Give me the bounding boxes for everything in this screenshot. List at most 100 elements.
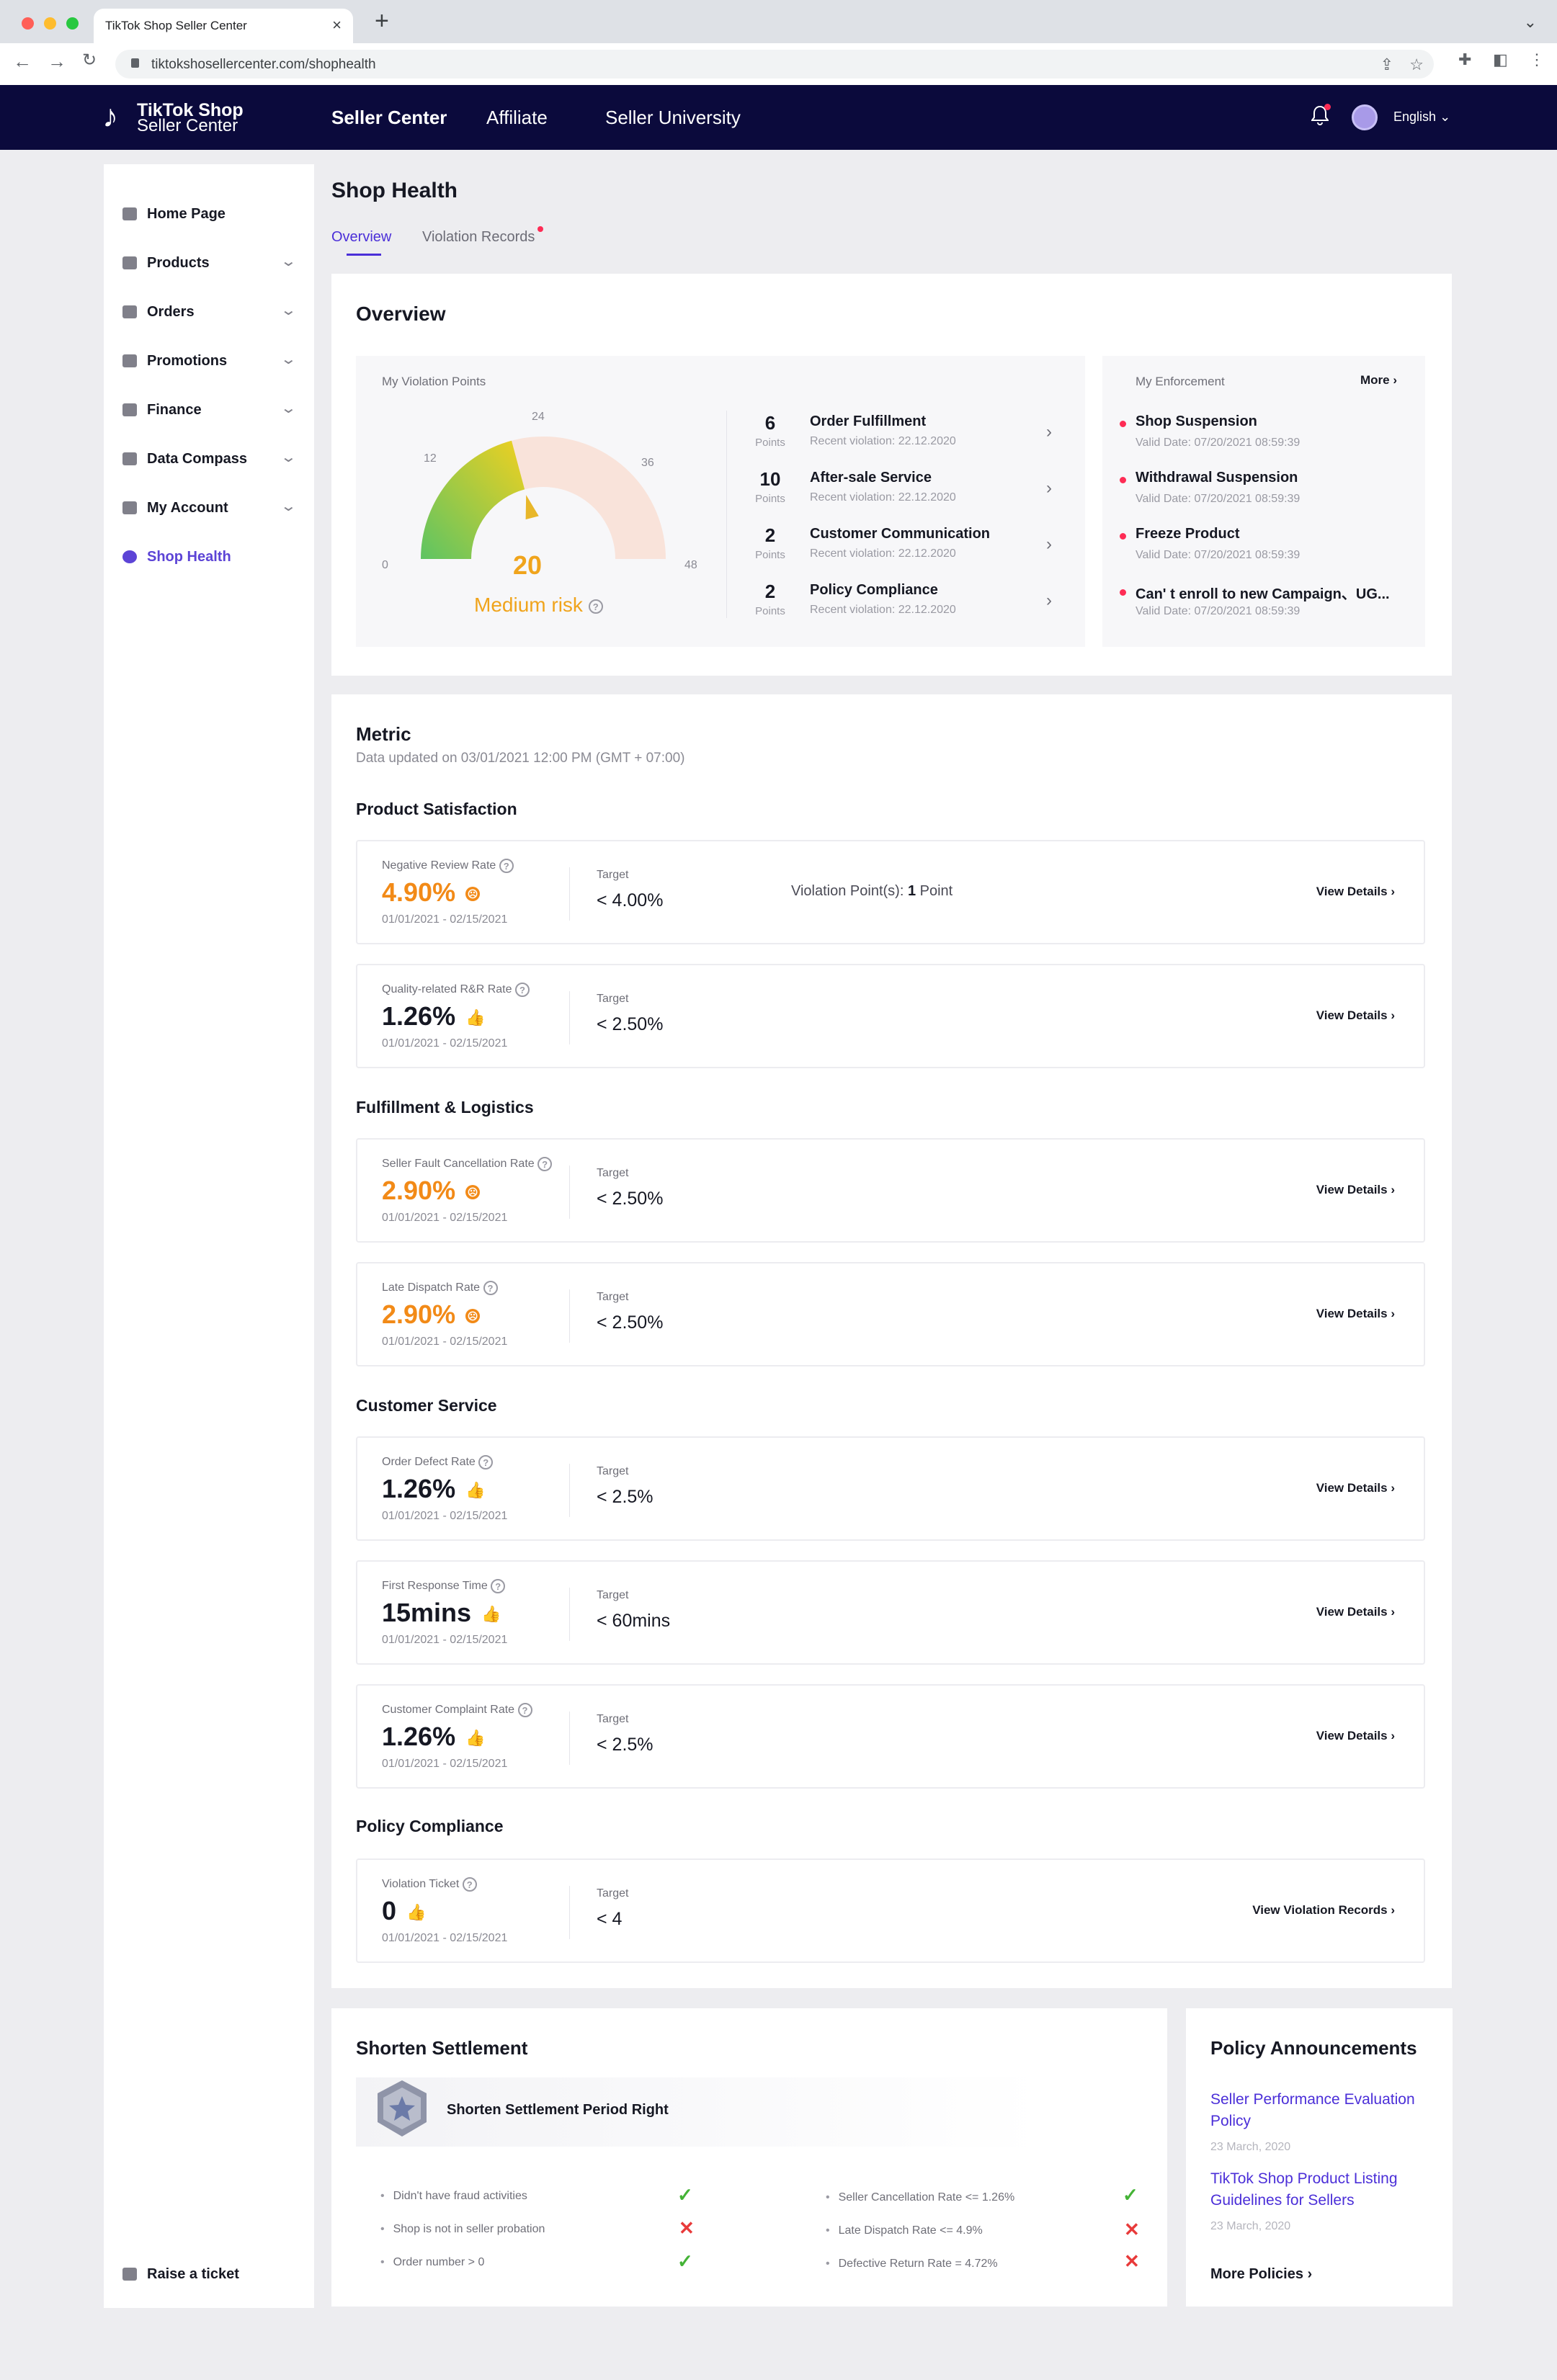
help-icon[interactable]: ? <box>517 1703 532 1717</box>
help-icon[interactable]: ? <box>462 1877 477 1892</box>
minimize-window-button[interactable] <box>44 17 56 30</box>
sidebar-item-orders[interactable]: Orders ⌄ <box>104 297 314 326</box>
view-details-link[interactable]: View Details › <box>1316 1729 1395 1743</box>
help-icon[interactable]: ? <box>588 599 603 614</box>
more-link[interactable]: More › <box>1360 373 1397 388</box>
nav-seller-university[interactable]: Seller University <box>605 107 741 128</box>
requirement-item: Late Dispatch Rate <= 4.9% <box>826 2224 983 2237</box>
new-tab-icon[interactable]: + <box>375 7 389 35</box>
view-details-link[interactable]: View Details › <box>1316 1307 1395 1321</box>
view-violation-records-link[interactable]: View Violation Records › <box>1252 1903 1395 1918</box>
settlement-title: Shorten Settlement <box>356 2037 528 2059</box>
enforcement-date: Valid Date: 07/20/2021 08:59:39 <box>1136 493 1301 505</box>
more-policies-link[interactable]: More Policies › <box>1210 2266 1312 2283</box>
help-icon[interactable]: ? <box>478 1455 494 1469</box>
violation-points: 6 <box>764 412 776 434</box>
announcement-link[interactable]: Seller Performance Evaluation Policy <box>1210 2091 1415 2129</box>
view-details-link[interactable]: View Details › <box>1316 1183 1395 1197</box>
browser-menu-icon[interactable]: ⋮ <box>1529 50 1545 68</box>
sidebar-item-products[interactable]: Products ⌄ <box>104 248 314 277</box>
sidebar-item-my-account[interactable]: My Account ⌄ <box>104 493 314 522</box>
browser-tab[interactable]: TikTok Shop Seller Center × <box>94 9 353 43</box>
tab-violation-records[interactable]: Violation Records <box>422 229 535 245</box>
enforcement-item: Shop Suspension Valid Date: 07/20/2021 0… <box>1118 412 1414 462</box>
card-icon <box>122 403 137 416</box>
target-label: Target <box>597 993 629 1005</box>
violation-points-note: Violation Point(s): 1 Point <box>791 883 953 900</box>
help-icon[interactable]: ? <box>491 1579 506 1593</box>
metric-value-text: 15mins <box>382 1598 472 1627</box>
group-title: Customer Service <box>356 1396 497 1415</box>
notification-bell-icon[interactable] <box>1311 105 1329 125</box>
forward-icon[interactable]: → <box>48 50 66 72</box>
url-text[interactable]: tiktokshosellercenter.com/shophealth <box>151 57 376 72</box>
help-icon[interactable]: ? <box>483 1281 498 1295</box>
sidebar: Home Page Products ⌄ Orders ⌄ Promotions… <box>104 164 314 2308</box>
sidebar-item-finance[interactable]: Finance ⌄ <box>104 395 314 424</box>
sidebar-item-home[interactable]: Home Page <box>104 199 314 228</box>
violation-name: Policy Compliance <box>810 582 938 598</box>
bookmark-star-icon[interactable]: ☆ <box>1409 55 1424 73</box>
announcement-link[interactable]: TikTok Shop Product Listing Guidelines f… <box>1210 2170 1398 2209</box>
violation-row[interactable]: 6 Points Order Fulfillment Recent violat… <box>745 411 1069 461</box>
metric-date: 01/01/2021 - 02/15/2021 <box>382 1336 508 1348</box>
avatar[interactable] <box>1352 104 1378 130</box>
target-value: < 60mins <box>597 1611 671 1631</box>
help-icon[interactable]: ? <box>537 1157 553 1171</box>
view-details-link[interactable]: View Details › <box>1316 885 1395 899</box>
enforcement-name: Shop Suspension <box>1136 413 1257 429</box>
metric-value: 2.90% ☹ <box>382 1176 481 1206</box>
metric-value: 4.90% ☹ <box>382 877 481 908</box>
violation-row[interactable]: 10 Points After-sale Service Recent viol… <box>745 467 1069 517</box>
metric-row: Customer Complaint Rate ? 1.26% 👍 01/01/2… <box>356 1684 1425 1789</box>
points-label: Points <box>755 605 785 617</box>
reload-icon[interactable]: ↻ <box>82 50 97 70</box>
target-value: < 4.00% <box>597 890 664 911</box>
logo[interactable]: TikTok Shop Seller Center <box>137 102 244 135</box>
points-label: Points <box>755 549 785 561</box>
policy-announcements-card <box>1186 2008 1453 2307</box>
thumbs-up-icon: 👍 <box>481 1605 501 1624</box>
share-icon[interactable]: ⇪ <box>1380 55 1393 73</box>
violation-gauge <box>421 436 666 559</box>
more-policies-label: More Policies <box>1210 2266 1303 2282</box>
side-panel-icon[interactable]: ◧ <box>1493 50 1508 68</box>
sidebar-item-promotions[interactable]: Promotions ⌄ <box>104 346 314 375</box>
tab-overview[interactable]: Overview <box>331 229 392 245</box>
enforcement-date: Valid Date: 07/20/2021 08:59:39 <box>1136 605 1301 617</box>
help-icon[interactable]: ? <box>499 859 514 873</box>
metric-date: 01/01/2021 - 02/15/2021 <box>382 1758 508 1770</box>
nav-seller-center[interactable]: Seller Center <box>331 107 447 128</box>
target-value: < 2.50% <box>597 1014 664 1034</box>
view-details-link[interactable]: View Details › <box>1316 1008 1395 1023</box>
enforcement-date: Valid Date: 07/20/2021 08:59:39 <box>1136 549 1301 561</box>
back-icon[interactable]: ← <box>13 50 32 72</box>
sidebar-item-shop-health[interactable]: Shop Health <box>104 542 314 571</box>
close-window-button[interactable] <box>22 17 34 30</box>
tab-search-icon[interactable]: ⌄ <box>1523 13 1537 31</box>
sidebar-item-data-compass[interactable]: Data Compass ⌄ <box>104 444 314 473</box>
browser-tab-strip: TikTok Shop Seller Center × + ⌄ <box>0 0 1557 43</box>
metric-label: First Response Time ? <box>382 1579 506 1593</box>
more-label: More <box>1360 373 1390 387</box>
view-details-link[interactable]: View Details › <box>1316 1605 1395 1619</box>
maximize-window-button[interactable] <box>66 17 79 30</box>
enforcement-panel: My Enforcement More › Shop Suspension Va… <box>1102 356 1425 647</box>
view-details-link[interactable]: View Details › <box>1316 1481 1395 1495</box>
violation-row[interactable]: 2 Points Customer Communication Recent v… <box>745 523 1069 573</box>
violation-records-dot <box>537 226 543 232</box>
raise-ticket-button[interactable]: Raise a ticket <box>104 2259 314 2288</box>
status-dot <box>1120 589 1126 596</box>
chevron-right-icon: › <box>1391 1481 1395 1495</box>
status-dot <box>1120 421 1126 427</box>
violation-row[interactable]: 2 Points Policy Compliance Recent violat… <box>745 579 1069 630</box>
chevron-right-icon: › <box>1393 373 1398 387</box>
close-tab-icon[interactable]: × <box>332 16 342 34</box>
help-icon[interactable]: ? <box>514 983 530 997</box>
address-bar[interactable]: tiktokshosellercenter.com/shophealth ⇪ ☆ <box>115 50 1434 79</box>
language-selector[interactable]: English ⌄ <box>1393 109 1450 125</box>
nav-affiliate[interactable]: Affiliate <box>486 107 548 128</box>
violation-date: Recent violation: 22.12.2020 <box>810 547 956 560</box>
overview-title: Overview <box>356 303 446 325</box>
extensions-icon[interactable]: ✚ <box>1458 50 1472 68</box>
